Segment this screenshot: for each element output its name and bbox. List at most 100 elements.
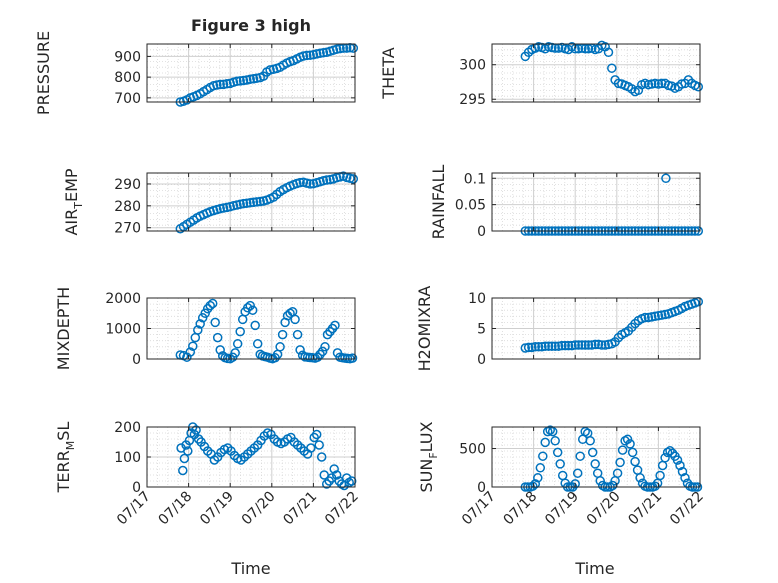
y-tick-label: 290 <box>114 177 141 193</box>
data-point <box>320 342 330 352</box>
data-point <box>615 457 625 468</box>
data-point <box>245 74 255 84</box>
data-point <box>215 345 225 355</box>
data-point <box>255 196 265 207</box>
data-point <box>305 50 315 60</box>
data-point <box>248 197 259 208</box>
data-point <box>316 452 327 462</box>
data-point <box>232 339 243 349</box>
data-point <box>335 43 345 54</box>
data-point <box>252 197 262 207</box>
data-point <box>292 329 303 340</box>
data-point <box>646 79 657 89</box>
data-point <box>617 445 628 455</box>
data-point <box>245 300 255 311</box>
panel-h2omixra: 0 5 10 H2OMIXRA <box>415 286 704 372</box>
data-point <box>238 75 249 86</box>
data-point <box>680 473 690 483</box>
data-point <box>191 425 201 435</box>
data-point <box>245 198 255 208</box>
y-axis-label: RAINFALL <box>429 165 448 240</box>
data-point <box>527 342 537 353</box>
data-point <box>222 79 232 89</box>
y-tick-label: 900 <box>114 49 141 65</box>
data-point <box>193 325 203 335</box>
panel-air-temp: 270 280 290 AIRTEMP <box>62 168 359 237</box>
data-point <box>275 342 285 352</box>
data-point <box>230 348 240 358</box>
y-axis-label: MIXDEPTH <box>54 287 73 370</box>
y-axis-label: AIRTEMP <box>62 168 85 235</box>
y-tick-label: 2000 <box>105 291 141 307</box>
data-point <box>590 459 600 469</box>
y-tick-label: 500 <box>459 442 486 458</box>
data-point <box>346 476 357 486</box>
y-tick-label: 200 <box>114 420 141 436</box>
data-point <box>318 47 329 58</box>
y-tick-label: 0 <box>477 480 486 496</box>
data-point <box>528 481 538 491</box>
data-point <box>348 174 359 184</box>
y-axis-label: THETA <box>379 47 398 99</box>
data-point <box>195 319 205 329</box>
data-point <box>662 447 673 458</box>
data-point <box>311 49 322 59</box>
data-point <box>218 203 229 213</box>
data-point <box>552 447 563 458</box>
y-axis-label: H2OMIXRA <box>415 286 434 372</box>
y-tick-label: 700 <box>114 91 141 107</box>
data-point <box>290 314 300 325</box>
data-point <box>533 473 543 483</box>
data-point <box>200 308 210 319</box>
data-point <box>207 298 218 309</box>
data-point <box>218 79 229 90</box>
data-point <box>590 339 600 350</box>
data-point <box>612 468 623 478</box>
y-tick-label: 0 <box>132 352 141 368</box>
data-point <box>655 470 665 481</box>
y-tick-label: 0 <box>477 224 486 240</box>
data-point <box>188 341 198 351</box>
data-point <box>587 340 597 350</box>
y-tick-label: 5 <box>477 322 486 338</box>
figure-title: Figure 3 high <box>191 16 311 35</box>
data-point <box>677 466 688 477</box>
data-point <box>622 434 633 445</box>
data-point <box>193 434 204 444</box>
data-point <box>538 451 548 461</box>
y-axis-label: SUNFLUX <box>417 421 440 492</box>
data-point <box>315 349 325 360</box>
y-tick-label: 100 <box>114 450 141 466</box>
data-point <box>250 320 260 331</box>
data-point <box>693 82 704 92</box>
axes-frame <box>491 426 701 488</box>
y-tick-label: 0 <box>132 480 141 496</box>
data-point <box>640 312 650 323</box>
axes-frame <box>146 172 356 232</box>
data-point <box>330 320 340 331</box>
data-point <box>583 340 594 350</box>
data-point <box>572 468 583 478</box>
y-tick-label: 300 <box>459 58 486 74</box>
data-point <box>665 446 675 456</box>
y-tick-label: 295 <box>459 92 486 108</box>
data-point <box>324 476 334 486</box>
data-point <box>675 460 685 471</box>
x-axis-label-right: Time <box>574 559 614 578</box>
data-point <box>575 451 585 461</box>
data-point <box>660 453 670 463</box>
data-point <box>242 303 253 313</box>
data-point <box>625 439 635 449</box>
data-point <box>656 310 667 320</box>
y-tick-label: 270 <box>114 221 141 237</box>
data-point <box>630 456 640 467</box>
data-point <box>577 340 587 350</box>
data-point <box>523 342 534 353</box>
data-point <box>530 479 541 489</box>
y-tick-label: 10 <box>468 291 486 307</box>
data-point <box>570 479 580 489</box>
data-point <box>247 305 258 315</box>
axes-frame <box>146 43 356 103</box>
